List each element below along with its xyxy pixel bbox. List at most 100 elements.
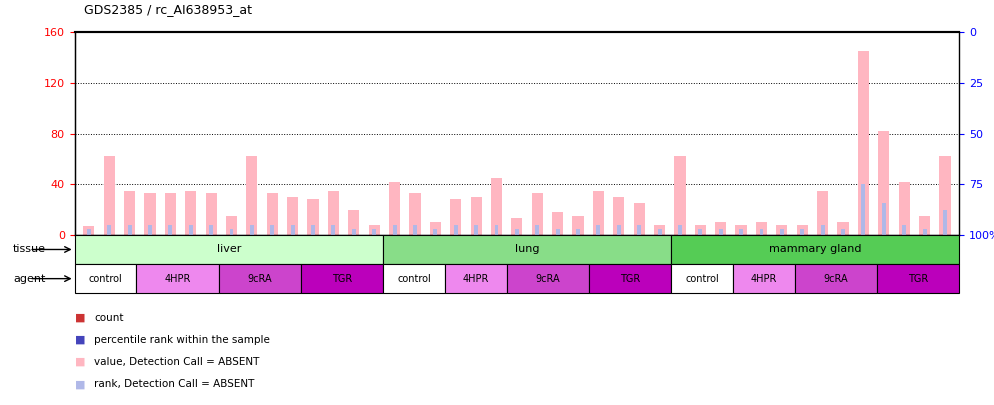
Bar (841, 228, 845, 235)
Bar (107, 225, 111, 235)
Text: control: control (398, 274, 430, 284)
Bar (882, 203, 886, 235)
Bar (715, 222, 727, 235)
Bar (270, 225, 274, 235)
Bar (837, 222, 849, 235)
Bar (226, 216, 238, 235)
Bar (922, 228, 926, 235)
Bar (507, 264, 588, 293)
Bar (943, 210, 947, 235)
Bar (573, 216, 583, 235)
Bar (903, 225, 907, 235)
Text: GDS2385 / rc_AI638953_at: GDS2385 / rc_AI638953_at (84, 3, 252, 16)
Bar (445, 264, 507, 293)
Bar (86, 228, 90, 235)
Bar (266, 193, 278, 235)
Bar (637, 225, 641, 235)
Bar (736, 225, 746, 235)
Bar (794, 264, 877, 293)
Bar (470, 197, 482, 235)
Bar (671, 235, 959, 264)
Bar (311, 225, 315, 235)
Bar (858, 51, 869, 235)
Bar (433, 228, 437, 235)
Text: control: control (88, 274, 122, 284)
Bar (429, 222, 441, 235)
Text: TGR: TGR (620, 274, 640, 284)
Text: ■: ■ (75, 313, 85, 322)
Text: 4HPR: 4HPR (462, 274, 489, 284)
Bar (103, 156, 115, 235)
Bar (633, 203, 645, 235)
Bar (862, 184, 866, 235)
Text: control: control (685, 274, 719, 284)
Bar (165, 193, 176, 235)
Bar (617, 225, 621, 235)
Bar (817, 191, 828, 235)
Bar (454, 225, 457, 235)
Bar (307, 200, 319, 235)
Text: rank, Detection Call = ABSENT: rank, Detection Call = ABSENT (94, 379, 254, 389)
Bar (878, 131, 890, 235)
Text: ■: ■ (75, 335, 85, 345)
Bar (532, 193, 543, 235)
Bar (450, 200, 461, 235)
Bar (796, 225, 808, 235)
Bar (410, 193, 420, 235)
Bar (369, 225, 380, 235)
Bar (780, 228, 784, 235)
Text: 4HPR: 4HPR (750, 274, 777, 284)
Bar (474, 225, 478, 235)
Bar (733, 264, 794, 293)
Bar (209, 225, 213, 235)
Bar (290, 225, 294, 235)
Text: ■: ■ (75, 379, 85, 389)
Bar (740, 228, 744, 235)
Bar (83, 226, 94, 235)
Bar (75, 264, 136, 293)
Bar (331, 225, 335, 235)
Text: 9cRA: 9cRA (536, 274, 560, 284)
Bar (671, 264, 733, 293)
Bar (536, 225, 539, 235)
Text: 4HPR: 4HPR (164, 274, 191, 284)
Text: ■: ■ (75, 357, 85, 367)
Bar (759, 228, 763, 235)
Bar (613, 197, 624, 235)
Bar (136, 264, 219, 293)
Text: value, Detection Call = ABSENT: value, Detection Call = ABSENT (94, 357, 259, 367)
Bar (678, 225, 682, 235)
Bar (185, 191, 197, 235)
Bar (413, 225, 416, 235)
Bar (495, 225, 498, 235)
Text: lung: lung (515, 245, 540, 254)
Bar (328, 191, 339, 235)
Text: tissue: tissue (13, 245, 46, 254)
Bar (800, 228, 804, 235)
Bar (592, 191, 604, 235)
Bar (383, 235, 671, 264)
Bar (674, 156, 686, 235)
Bar (230, 228, 234, 235)
Bar (352, 228, 356, 235)
Bar (755, 222, 767, 235)
Bar (127, 225, 131, 235)
Bar (189, 225, 193, 235)
Bar (301, 264, 383, 293)
Bar (695, 225, 706, 235)
Bar (372, 228, 376, 235)
Bar (393, 225, 397, 235)
Bar (124, 191, 135, 235)
Bar (515, 228, 519, 235)
Bar (491, 178, 502, 235)
Bar (821, 225, 825, 235)
Bar (219, 264, 301, 293)
Text: 9cRA: 9cRA (248, 274, 272, 284)
Bar (877, 264, 959, 293)
Bar (577, 228, 580, 235)
Bar (247, 156, 257, 235)
Bar (899, 182, 910, 235)
Bar (511, 218, 523, 235)
Text: TGR: TGR (332, 274, 352, 284)
Text: TGR: TGR (908, 274, 928, 284)
